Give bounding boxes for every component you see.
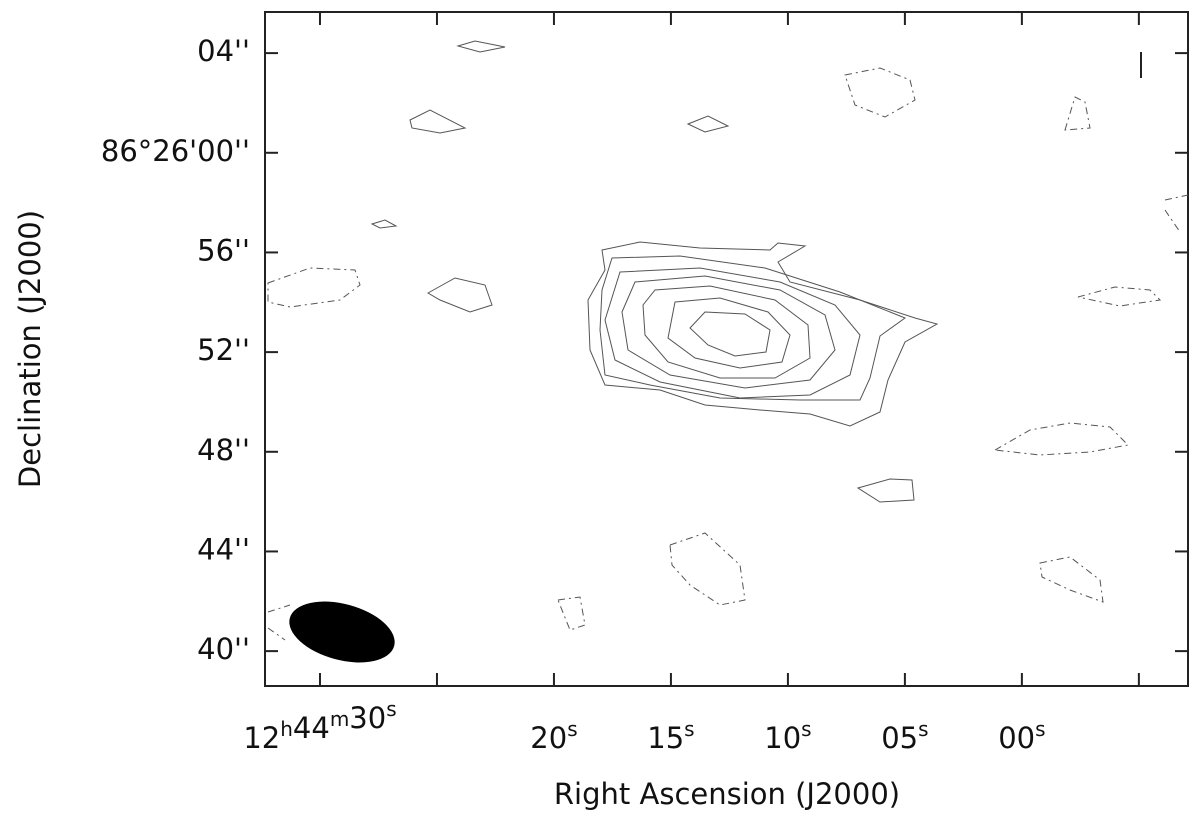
x-tick-label: 15s <box>647 717 694 756</box>
beam <box>289 601 395 663</box>
y-tick-label: 52'' <box>197 333 250 367</box>
contours <box>267 40 1189 641</box>
x-tick-label: 00s <box>998 717 1045 756</box>
x-tick-label: 12h44m30s <box>243 697 396 756</box>
y-tick-label: 56'' <box>197 233 250 267</box>
plot-frame <box>264 11 1189 687</box>
y-tick-label: 04'' <box>197 34 250 68</box>
y-axis-title: Declination (J2000) <box>13 210 47 488</box>
x-tick-label: 10s <box>764 717 811 756</box>
x-axis-title: Right Ascension (J2000) <box>554 777 900 811</box>
x-tick-label: 05s <box>881 717 928 756</box>
y-tick-label: 86°26'00'' <box>101 134 250 168</box>
x-tick-label: 20s <box>530 717 577 756</box>
y-tick-label: 40'' <box>197 632 250 666</box>
y-tick-label: 44'' <box>197 532 250 566</box>
y-tick-label: 48'' <box>197 433 250 467</box>
